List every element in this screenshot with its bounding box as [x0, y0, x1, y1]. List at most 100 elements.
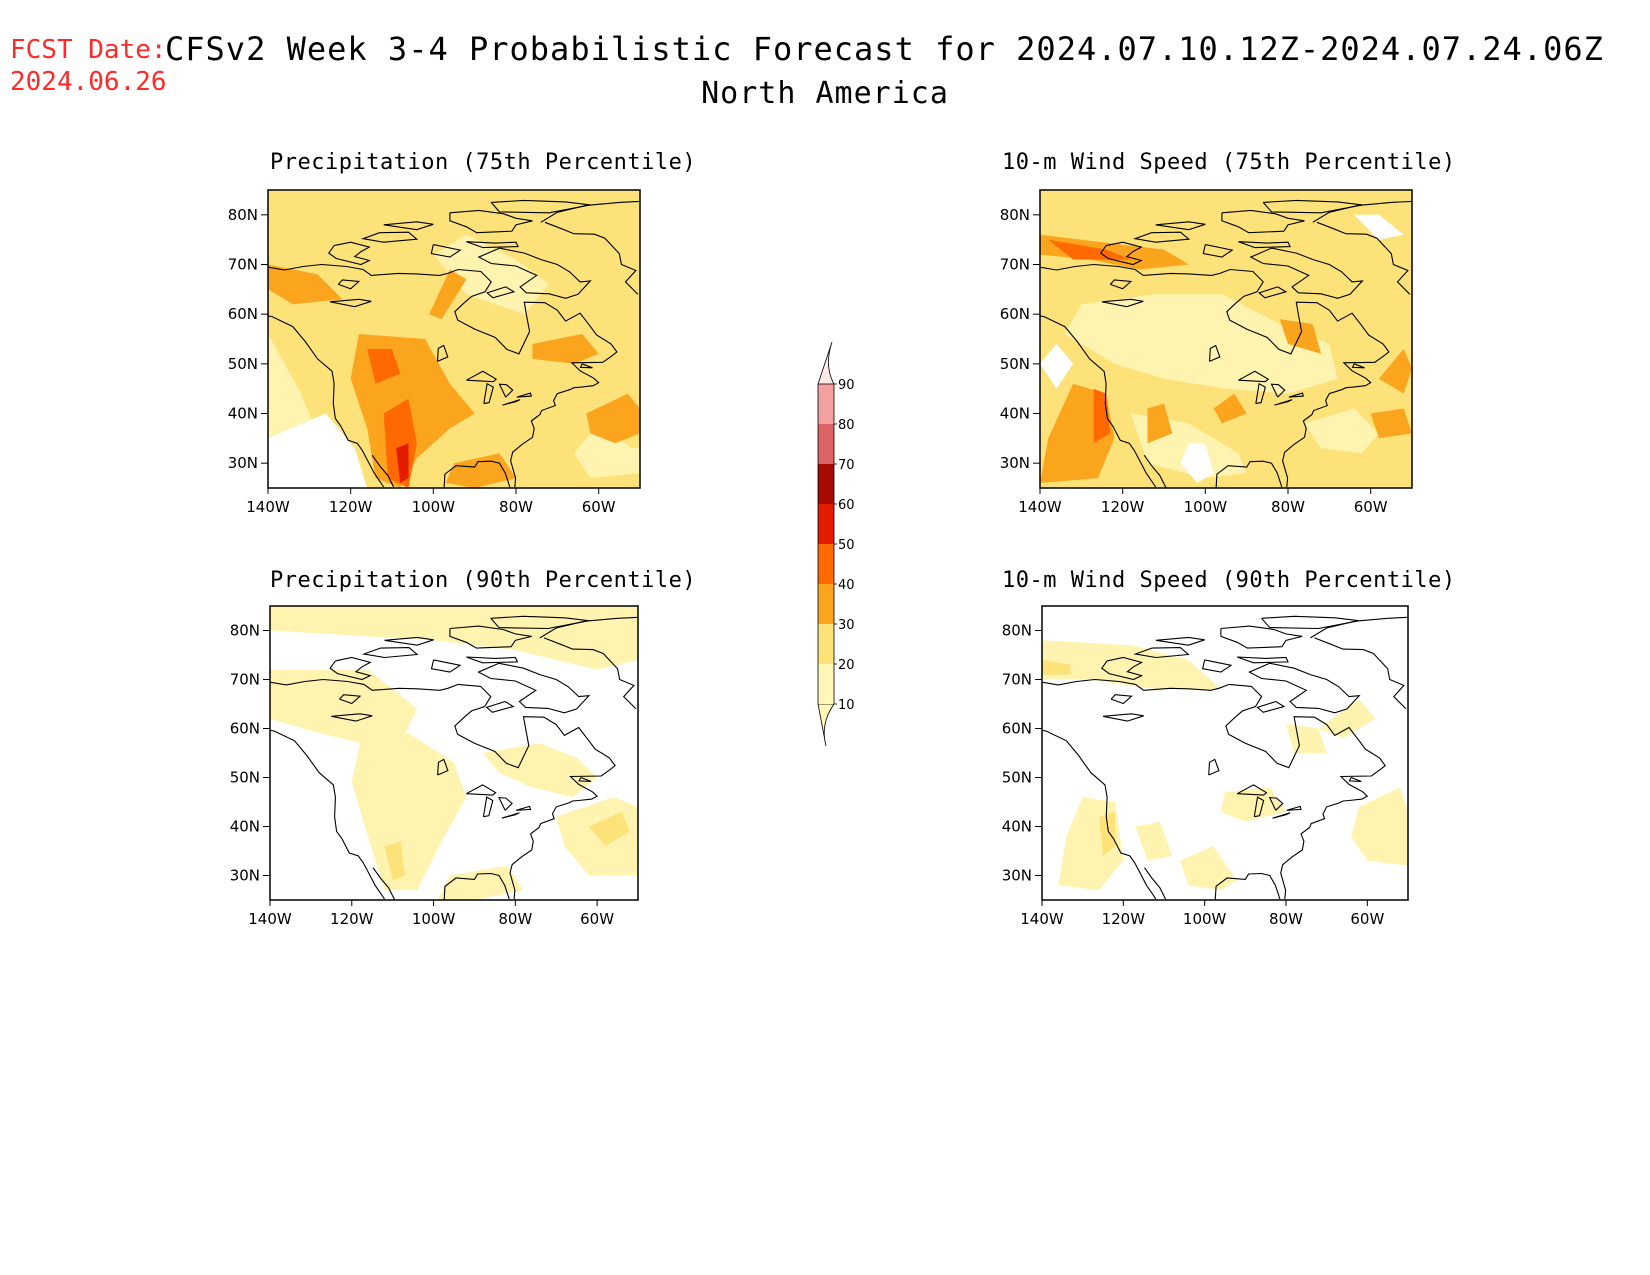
- colorbar-segment: [818, 464, 834, 504]
- island-outline: [485, 700, 515, 713]
- map-panel-wind-75: 80N 70N 60N 50N 40N 30N 140W 120W 100W 80W 60W: [1000, 189, 1413, 516]
- island-outline: [360, 231, 419, 243]
- probability-shading: [433, 234, 550, 315]
- lake-outline: [483, 382, 494, 405]
- coastline: [268, 315, 385, 488]
- coastline: [1214, 872, 1281, 900]
- lon-tick-label: 100W: [1183, 910, 1227, 928]
- lon-tick-label: 80W: [499, 498, 533, 516]
- probability-shading: [1040, 344, 1074, 389]
- lat-tick-label: 70N: [1000, 256, 1030, 274]
- colorbar-segment: [818, 624, 834, 664]
- colorbar-label: 60: [838, 498, 855, 513]
- probability-shading: [1042, 640, 1221, 690]
- lake-outline: [337, 279, 361, 290]
- map-frame: [269, 605, 639, 901]
- island-outline: [1237, 656, 1289, 664]
- colorbar: 10 20 30 40 50 60 70 80 90: [817, 341, 855, 747]
- lat-tick-label: 60N: [1002, 720, 1032, 738]
- lat-tick-label: 80N: [1002, 622, 1032, 640]
- probability-shading: [1180, 443, 1214, 483]
- probability-shading: [573, 423, 640, 479]
- island-outline: [1155, 636, 1205, 646]
- lon-tick-label: 80W: [498, 910, 532, 928]
- lake-outline: [466, 370, 498, 383]
- coastline: [1144, 867, 1167, 900]
- probability-shading: [1351, 787, 1408, 866]
- coastlines: [1040, 199, 1412, 488]
- lake-outline: [498, 796, 513, 811]
- colorbar-label: 40: [838, 578, 855, 593]
- lat-tick-label: 60N: [228, 305, 258, 323]
- lat-tick-label: 60N: [1000, 305, 1030, 323]
- lon-tick-label: 120W: [1102, 910, 1146, 928]
- island-outline: [1132, 231, 1191, 243]
- lake-outline: [1101, 298, 1144, 308]
- lat-tick-label: 80N: [1000, 206, 1030, 224]
- island-outline: [1101, 656, 1144, 681]
- island-outline: [1262, 199, 1363, 214]
- island-outline: [477, 662, 591, 714]
- lake-outline: [1109, 279, 1133, 290]
- coastline: [1042, 729, 1157, 900]
- panel-title-wind-90: 10-m Wind Speed (90th Percentile): [1002, 568, 1456, 593]
- lake-outline: [339, 694, 362, 705]
- lake-outline: [1286, 805, 1302, 811]
- colorbar-label: 50: [838, 538, 855, 553]
- probability-shading: [482, 743, 598, 798]
- colorbar-segment: [818, 584, 834, 624]
- coastline: [544, 221, 639, 295]
- island-outline: [328, 241, 371, 266]
- island-outline: [1249, 247, 1364, 299]
- lon-tick-label: 60W: [580, 910, 614, 928]
- lon-tick-label: 120W: [329, 498, 373, 516]
- probability-shading: [1064, 294, 1338, 394]
- probability-shading: [1098, 811, 1116, 856]
- lake-outline: [498, 383, 514, 398]
- lon-tick-label: 80W: [1271, 498, 1305, 516]
- lon-tick-label: 140W: [1020, 910, 1064, 928]
- colorbar-label: 80: [838, 418, 855, 433]
- lat-tick-label: 70N: [1002, 671, 1032, 689]
- coastline: [1040, 315, 1157, 488]
- probability-shading: [1220, 787, 1286, 822]
- probability-shading: [586, 393, 640, 444]
- probability-shading: [429, 269, 467, 320]
- coastline: [443, 460, 511, 488]
- forecast-date-block: FCST Date: 2024.06.26: [10, 34, 167, 98]
- map-panel-precip-75: 80N 70N 60N 50N 40N 30N 140W 120W 100W 80W 60W: [228, 189, 641, 516]
- lon-tick-label: 140W: [246, 498, 290, 516]
- lake-outline: [1270, 383, 1286, 398]
- island-outline: [477, 247, 592, 299]
- lon-tick-label: 60W: [1354, 498, 1388, 516]
- lon-tick-label: 140W: [248, 910, 292, 928]
- lat-tick-label: 40N: [230, 818, 260, 836]
- lake-outline: [1236, 784, 1268, 796]
- probability-shading: [396, 443, 409, 483]
- lake-outline: [501, 812, 520, 819]
- lake-outline: [1110, 694, 1133, 705]
- coastline: [371, 454, 395, 488]
- island-outline: [578, 776, 592, 782]
- lon-tick-label: 120W: [1101, 498, 1145, 516]
- probability-shading: [437, 865, 524, 900]
- lat-tick-label: 40N: [1002, 818, 1032, 836]
- lake-outline: [516, 805, 532, 811]
- coastlines: [270, 615, 638, 900]
- coastline: [443, 872, 510, 900]
- coastline: [372, 867, 396, 900]
- lake-outline: [1208, 344, 1221, 362]
- colorbar-segment: [818, 424, 834, 464]
- island-outline: [1202, 244, 1234, 258]
- lat-tick-label: 80N: [230, 622, 260, 640]
- island-outline: [1201, 659, 1233, 673]
- lon-tick-label: 80W: [1269, 910, 1303, 928]
- colorbar-label: 30: [838, 618, 855, 633]
- lat-tick-label: 30N: [1000, 454, 1030, 472]
- island-outline: [1351, 363, 1365, 369]
- lake-outline: [466, 784, 497, 796]
- island-outline: [1220, 625, 1303, 649]
- island-outline: [466, 656, 519, 664]
- colorbar-segment: [818, 664, 834, 704]
